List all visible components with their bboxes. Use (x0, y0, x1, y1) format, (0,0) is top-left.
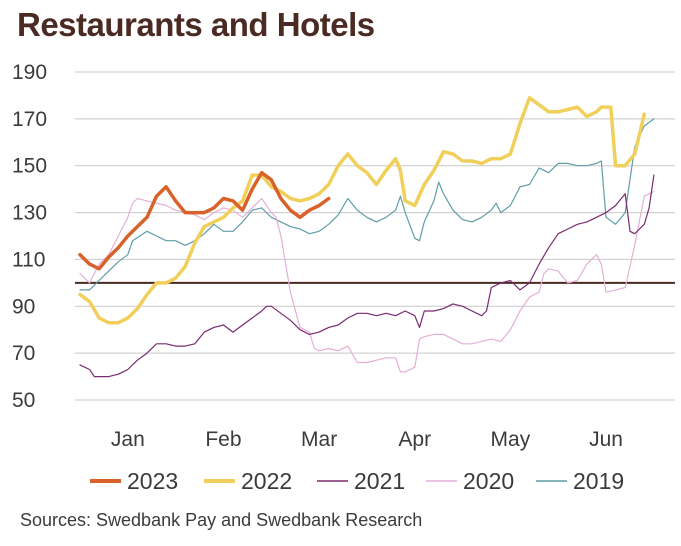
y-tick-label: 50 (12, 389, 35, 412)
x-tick-label-jun: Jun (589, 428, 623, 451)
y-tick-label: 110 (12, 248, 45, 271)
y-tick-label: 70 (12, 342, 35, 365)
y-tick-label: 170 (12, 108, 47, 131)
series-line-2020 (79, 190, 655, 373)
legend-label-2021: 2021 (354, 468, 405, 494)
legend-label-2022: 2022 (241, 468, 292, 494)
series-line-2023 (78, 170, 331, 271)
gridlines (75, 71, 675, 401)
y-tick-label: 190 (12, 61, 47, 84)
x-tick-label-mar: Mar (301, 428, 337, 451)
legend-label-2023: 2023 (127, 468, 178, 494)
x-tick-label-apr: Apr (398, 428, 431, 451)
y-tick-label: 130 (12, 202, 47, 225)
series-line-2022 (78, 96, 647, 325)
series-lines (78, 96, 655, 378)
source-note: Sources: Swedbank Pay and Swedbank Resea… (20, 510, 423, 530)
series-line-2019 (79, 118, 655, 291)
legend: 2023 2022 2021 2020 2019 (90, 468, 624, 494)
x-axis-ticks: Jan Feb Mar Apr May Jun (111, 428, 623, 451)
y-axis-ticks: 190 170 150 130 110 90 70 50 (12, 61, 47, 412)
legend-label-2020: 2020 (463, 468, 514, 494)
legend-label-2019: 2019 (573, 468, 624, 494)
x-tick-label-may: May (491, 428, 531, 451)
x-tick-label-jan: Jan (111, 428, 145, 451)
series-line-2021 (79, 174, 655, 378)
y-tick-label: 150 (12, 155, 47, 178)
y-tick-label: 90 (12, 295, 35, 318)
chart-title: Restaurants and Hotels (17, 6, 375, 43)
x-tick-label-feb: Feb (205, 428, 241, 451)
